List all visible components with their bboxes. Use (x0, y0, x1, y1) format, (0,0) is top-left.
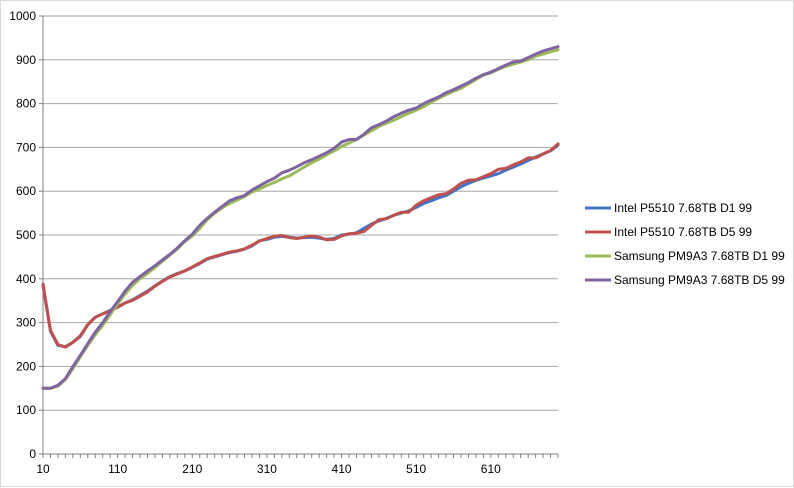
y-tick-label: 600 (16, 184, 36, 198)
legend-label: Samsung PM9A3 7.68TB D1 99 (614, 249, 785, 263)
x-tick-label: 210 (182, 462, 202, 476)
y-tick-label: 700 (16, 140, 36, 154)
x-tick-label: 610 (481, 462, 501, 476)
legend-label: Intel P5510 7.68TB D5 99 (614, 225, 752, 239)
y-tick-label: 0 (29, 447, 36, 461)
legend-item: Samsung PM9A3 7.68TB D5 99 (585, 273, 785, 287)
legend: Intel P5510 7.68TB D1 99 Intel P5510 7.68… (585, 201, 785, 287)
series-line-1 (41, 143, 560, 349)
y-tick-label: 300 (16, 316, 36, 330)
legend-item: Intel P5510 7.68TB D5 99 (585, 225, 752, 239)
y-tick-label: 900 (16, 53, 36, 67)
x-tick-label: 410 (332, 462, 352, 476)
series-line-2 (41, 142, 560, 349)
gridlines (43, 15, 558, 455)
y-tick-label: 100 (16, 403, 36, 417)
series-line-4 (41, 45, 560, 390)
y-tick-label: 800 (16, 97, 36, 111)
x-tick-label: 510 (406, 462, 426, 476)
x-tick-label: 310 (257, 462, 277, 476)
legend-label: Samsung PM9A3 7.68TB D5 99 (614, 273, 785, 287)
series-lines (41, 45, 560, 390)
legend-label: Intel P5510 7.68TB D1 99 (614, 201, 752, 215)
series-line-3 (41, 48, 560, 390)
y-tick-label: 400 (16, 272, 36, 286)
x-tick-label: 110 (108, 462, 127, 476)
legend-item: Samsung PM9A3 7.68TB D1 99 (585, 249, 785, 263)
y-tick-label: 1000 (9, 9, 36, 23)
legend-item: Intel P5510 7.68TB D1 99 (585, 201, 752, 215)
axes: 0 100 200 300 400 500 600 700 800 900 1000 10 110 210… (9, 9, 559, 476)
x-tick-label: 10 (36, 462, 50, 476)
y-tick-label: 500 (16, 228, 36, 242)
y-tick-label: 200 (16, 359, 36, 373)
